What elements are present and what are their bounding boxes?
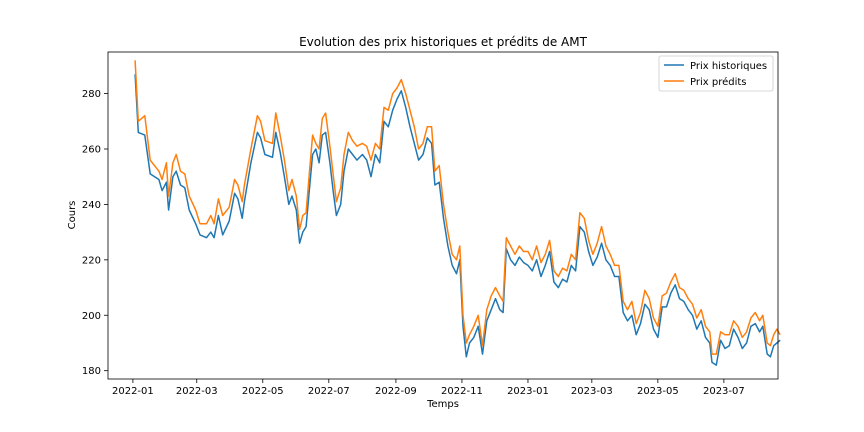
x-axis: 2022-01 2022-03 2022-05 2022-07 2022-09 2022-…: [112, 379, 745, 397]
legend: Prix historiques Prix prédits: [658, 55, 774, 92]
y-tick-label: 220: [82, 255, 101, 266]
legend-box: [658, 55, 774, 92]
y-tick-label: 200: [82, 311, 101, 322]
x-tick-label: 2022-11: [441, 386, 483, 397]
x-tick-label: 2023-05: [637, 386, 679, 397]
plot-area: 2022-01 2022-03 2022-05 2022-07 2022-09 2022-…: [82, 51, 781, 397]
x-tick-label: 2022-09: [375, 386, 417, 397]
y-tick-label: 180: [82, 366, 101, 377]
x-tick-label: 2022-05: [242, 386, 284, 397]
x-tick-label: 2023-03: [571, 386, 613, 397]
x-tick-label: 2023-07: [703, 386, 745, 397]
legend-label-predicted: Prix prédits: [690, 76, 747, 88]
y-tick-label: 260: [82, 144, 101, 155]
x-tick-label: 2022-03: [176, 386, 218, 397]
chart-title: Evolution des prix historiques et prédit…: [299, 35, 587, 49]
series-line-predicted: [134, 60, 781, 355]
y-axis-label: Cours: [67, 201, 78, 230]
y-tick-label: 240: [82, 200, 101, 211]
x-tick-label: 2022-01: [112, 386, 154, 397]
legend-label-historical: Prix historiques: [690, 61, 767, 72]
x-axis-label: Temps: [426, 399, 459, 410]
axes-frame: [107, 51, 779, 380]
x-tick-label: 2023-01: [507, 386, 549, 397]
y-tick-label: 280: [82, 89, 101, 100]
y-axis: 180 200 220 240 260 280: [82, 89, 108, 377]
series-lines: [134, 60, 781, 366]
x-tick-label: 2022-07: [308, 386, 350, 397]
